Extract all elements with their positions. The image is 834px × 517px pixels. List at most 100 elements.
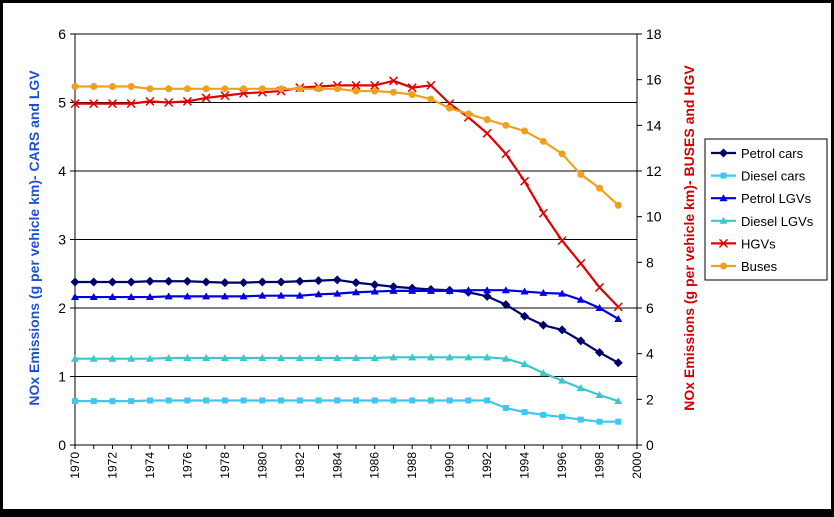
data-point-buses	[371, 87, 379, 95]
data-point-buses	[502, 121, 510, 129]
data-point-diesel-cars	[203, 397, 210, 404]
point-stroke	[70, 99, 80, 109]
data-point-hgvs	[576, 258, 586, 269]
data-point-hgvs	[70, 99, 80, 109]
data-point-diesel-lgvs	[108, 354, 117, 362]
data-point-diesel-lgvs	[220, 354, 229, 362]
data-point-diesel-lgvs	[408, 353, 417, 361]
series-petrol-lgvs	[71, 286, 623, 322]
right-axis-ticks: 0 2 4 6 8 10 12 14 16 18	[637, 26, 662, 453]
data-point-petrol-cars	[276, 277, 286, 287]
data-point-buses	[352, 87, 360, 95]
legend-label: Petrol cars	[741, 146, 804, 161]
data-point-buses	[464, 110, 472, 118]
data-point-buses	[408, 91, 416, 99]
data-point-buses	[165, 85, 173, 93]
data-point-petrol-lgvs	[408, 286, 417, 294]
data-point-diesel-cars	[502, 405, 509, 412]
data-point-buses	[521, 127, 529, 135]
data-point-buses	[333, 85, 341, 93]
data-point-diesel-cars	[296, 397, 303, 404]
data-point-petrol-lgvs	[127, 293, 136, 301]
x-tick-label: 1996	[555, 452, 569, 479]
data-point-petrol-cars	[182, 276, 192, 286]
data-point-hgvs	[501, 149, 511, 159]
legend: Petrol cars Diesel cars Petrol LGVs Diesel …	[704, 138, 828, 281]
right-tick-label: 8	[646, 254, 654, 270]
x-tick-label: 1982	[293, 452, 307, 479]
right-tick-label: 18	[646, 26, 662, 42]
data-point-diesel-lgvs	[483, 353, 492, 361]
left-tick-label: 0	[58, 437, 66, 453]
legend-label: Diesel cars	[741, 169, 806, 184]
data-point-petrol-cars	[520, 311, 530, 321]
data-point-petrol-lgvs	[501, 286, 510, 294]
left-tick-label: 5	[58, 95, 66, 111]
legend-item-petrol-lgvs: Petrol LGVs	[711, 191, 812, 206]
data-point-diesel-cars	[109, 398, 116, 405]
legend-item-diesel-lgvs: Diesel LGVs	[711, 214, 814, 229]
data-point-buses	[389, 88, 397, 96]
point-stroke	[407, 83, 417, 93]
data-point-diesel-cars	[278, 397, 285, 404]
data-point-diesel-lgvs	[258, 354, 267, 362]
x-tick-label: 1970	[68, 452, 82, 479]
data-point-buses	[577, 170, 585, 178]
left-tick-label: 6	[58, 26, 66, 42]
data-point-petrol-lgvs	[145, 293, 154, 301]
data-point-diesel-cars	[390, 397, 397, 404]
data-point-diesel-cars	[72, 398, 78, 405]
legend-swatch-marker	[719, 148, 728, 158]
data-point-diesel-lgvs	[426, 353, 435, 361]
data-point-petrol-cars	[595, 348, 605, 358]
x-axis-ticks: 1970 1972 1974 1976 1978 1980 1982 1984 1986 1988…	[68, 445, 644, 479]
data-point-petrol-lgvs	[558, 289, 567, 297]
right-tick-label: 6	[646, 300, 654, 316]
data-point-hgvs	[370, 80, 380, 90]
data-point-hgvs	[388, 76, 398, 86]
data-point-petrol-cars	[201, 277, 211, 287]
data-point-petrol-cars	[613, 358, 623, 368]
point-stroke	[557, 236, 567, 246]
data-point-hgvs	[520, 176, 530, 186]
data-point-diesel-lgvs	[183, 354, 192, 362]
left-tick-label: 1	[58, 369, 66, 385]
data-point-diesel-lgvs	[464, 353, 473, 361]
data-point-diesel-cars	[465, 397, 472, 404]
data-point-diesel-cars	[128, 398, 135, 405]
legend-swatch-marker	[719, 216, 728, 224]
data-point-petrol-lgvs	[108, 293, 117, 301]
data-point-petrol-lgvs	[71, 293, 79, 301]
data-point-petrol-cars	[370, 280, 380, 290]
right-tick-label: 10	[646, 209, 662, 225]
data-point-petrol-lgvs	[614, 314, 623, 322]
data-point-petrol-cars	[145, 276, 155, 286]
point-stroke	[126, 99, 136, 109]
data-point-petrol-cars	[557, 325, 567, 335]
data-point-petrol-lgvs	[295, 291, 304, 299]
legend-item-buses: Buses	[711, 259, 778, 274]
data-point-diesel-cars	[146, 397, 153, 404]
data-point-buses	[446, 104, 454, 112]
data-point-diesel-cars	[577, 416, 584, 423]
data-point-petrol-lgvs	[389, 286, 398, 294]
legend-item-petrol-cars: Petrol cars	[711, 146, 804, 161]
point-stroke	[501, 149, 511, 159]
data-point-diesel-cars	[371, 397, 378, 404]
data-point-diesel-cars	[409, 397, 416, 404]
point-stroke	[89, 99, 99, 109]
data-point-diesel-cars	[184, 397, 191, 404]
legend-swatch-marker	[720, 262, 727, 270]
point-stroke	[520, 176, 530, 186]
data-point-petrol-cars	[126, 277, 136, 287]
point-stroke	[164, 97, 174, 108]
data-point-diesel-lgvs	[164, 354, 173, 362]
data-point-petrol-cars	[482, 291, 492, 301]
x-tick-label: 1980	[255, 452, 269, 479]
legend-label: HGVs	[741, 236, 776, 251]
data-point-diesel-lgvs	[277, 354, 286, 362]
data-point-diesel-lgvs	[520, 360, 529, 368]
data-point-buses	[240, 85, 248, 93]
